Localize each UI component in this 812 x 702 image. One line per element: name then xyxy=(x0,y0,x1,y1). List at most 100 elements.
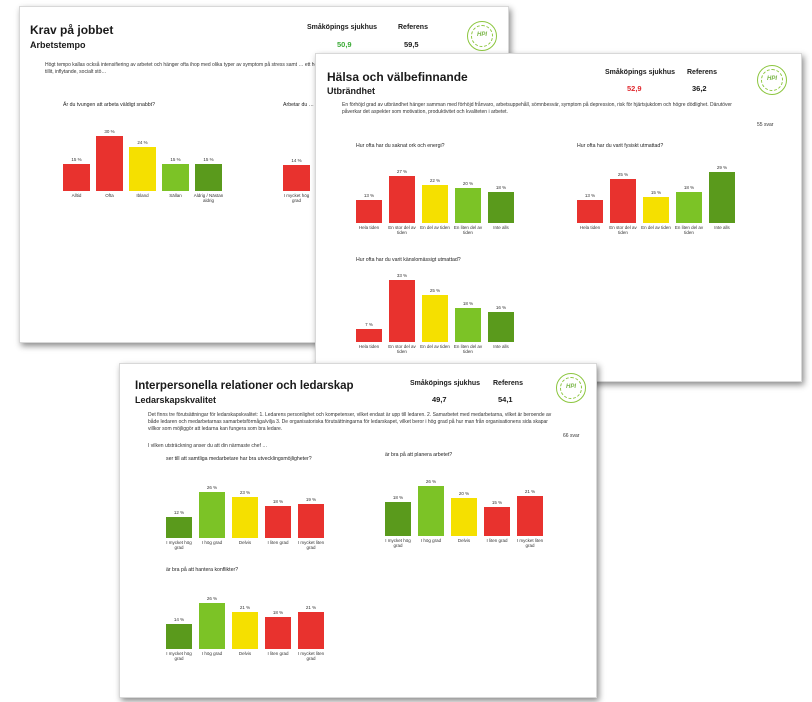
chart-bar xyxy=(265,506,291,538)
chart-bar xyxy=(195,163,222,191)
chart-category-label: I hög grad xyxy=(201,540,223,545)
chart-bar xyxy=(610,179,636,223)
chart-value-label: 19 % xyxy=(305,497,317,503)
chart-value-label: 24 % xyxy=(137,140,148,146)
chart-bar xyxy=(517,495,543,536)
chart-value-label: 20 % xyxy=(462,181,474,187)
chart-bar xyxy=(356,328,382,342)
ref-score: 36,2 xyxy=(692,84,707,93)
chart-question: är bra på att planera arbetet? xyxy=(385,452,453,458)
chart-bar xyxy=(418,486,444,536)
bar-chart-kanslomassigt-utmattad: Hur ofta har du varit känslomässigt utma… xyxy=(356,257,526,357)
page-subtitle: Utbrändhet xyxy=(327,86,375,96)
org-score: 52,9 xyxy=(627,84,642,93)
chart-value-label: 30 % xyxy=(104,129,115,135)
chart-plot-area: 14 % I mycket hög grad xyxy=(283,119,310,203)
org-label: Småköpings sjukhus xyxy=(410,380,481,387)
chart-bar xyxy=(63,163,90,191)
chart-category-label: I liten grad xyxy=(486,538,508,543)
chart-category-label: En del av tiden xyxy=(641,225,671,230)
chart-category-label: I mycket hög grad xyxy=(166,651,192,662)
chart-plot-area: 13 % Hela tiden 25 % En stor del av tiden 15… xyxy=(577,154,735,235)
chart-bar xyxy=(129,147,156,191)
chart-bar xyxy=(422,184,448,223)
chart-question: Arbetar du … xyxy=(283,102,314,108)
ref-label: Referens xyxy=(687,69,717,76)
org-score: 49,7 xyxy=(432,395,447,404)
bar-chart-saknat-ork: Hur ofta har du saknat ork och energi? 13… xyxy=(356,143,526,238)
response-count: 66 svar xyxy=(563,433,580,439)
chart-question: ser till att samtliga medarbetare har br… xyxy=(166,456,312,462)
chart-category-label: I liten grad xyxy=(267,540,289,545)
section-description: En förhöjd grad av utbrändhet hänger sam… xyxy=(342,102,732,115)
chart-category-label: Hela tiden xyxy=(358,344,380,349)
ref-score: 54,1 xyxy=(498,395,513,404)
bar-chart-arbetar-du: Arbetar du … 14 % I mycket hög grad xyxy=(283,102,343,212)
chart-value-label: 18 % xyxy=(462,301,474,307)
org-label: Småköpings sjukhus xyxy=(307,24,378,31)
org-label: Småköpings sjukhus xyxy=(605,69,676,76)
bar-chart-planera-arbetet: är bra på att planera arbetet? 18 % I myck… xyxy=(385,452,555,552)
report-page-halsa: Hälsa och välbefinnande Utbrändhet Småkö… xyxy=(315,53,802,382)
chart-bar xyxy=(389,279,415,342)
chart-category-label: Ofta xyxy=(105,193,114,198)
chart-category-label: Inte alls xyxy=(493,225,509,230)
chart-bar xyxy=(162,163,189,191)
chart-value-label: 18 % xyxy=(392,494,404,500)
chart-bar xyxy=(166,516,192,538)
section-description: Det finns tre förutsättningar för ledars… xyxy=(148,412,552,432)
hpi-logo: HPI xyxy=(467,21,497,51)
response-count: 55 svar xyxy=(757,122,774,128)
page-subtitle: Ledarskapskvalitet xyxy=(135,395,217,405)
chart-bar xyxy=(577,200,603,223)
chart-category-label: I hög grad xyxy=(201,651,223,656)
chart-value-label: 25 % xyxy=(617,172,629,178)
page-subtitle: Arbetstempo xyxy=(30,40,86,50)
chart-category-label: I mycket liten grad xyxy=(516,538,544,549)
org-score: 50,9 xyxy=(337,40,352,49)
chart-value-label: 7 % xyxy=(365,321,373,327)
chart-category-label: Inte alls xyxy=(493,344,509,349)
chart-bar xyxy=(422,294,448,342)
chart-bar xyxy=(283,165,310,191)
chart-bar xyxy=(643,196,669,223)
chart-value-label: 27 % xyxy=(396,168,408,174)
hpi-logo: HPI xyxy=(556,373,586,403)
chart-value-label: 15 % xyxy=(203,156,214,162)
chart-value-label: 21 % xyxy=(524,488,536,494)
chart-category-label: En liten del av tiden xyxy=(453,225,483,236)
page-title: Krav på jobbet xyxy=(30,23,114,37)
report-page-ledarskap: Interpersonella relationer och ledarskap… xyxy=(119,363,597,698)
chart-category-label: I mycket hög grad xyxy=(283,193,310,204)
chart-value-label: 22 % xyxy=(429,177,441,183)
chart-value-label: 18 % xyxy=(683,184,695,190)
chart-value-label: 15 % xyxy=(650,189,662,195)
chart-category-label: En stor del av tiden xyxy=(388,225,416,236)
chart-value-label: 15 % xyxy=(170,156,181,162)
chart-bar xyxy=(488,311,514,342)
chart-category-label: En stor del av tiden xyxy=(609,225,637,236)
chart-bar xyxy=(709,172,735,223)
chart-category-label: En liten del av tiden xyxy=(453,344,483,355)
chart-value-label: 20 % xyxy=(458,490,470,496)
chart-value-label: 18 % xyxy=(495,184,507,190)
chart-bar xyxy=(199,602,225,649)
chart-category-label: I mycket hög grad xyxy=(385,538,411,549)
chart-question: Hur ofta har du saknat ork och energi? xyxy=(356,143,445,149)
chart-category-label: En del av tiden xyxy=(420,344,450,349)
bar-chart-utvecklingsmojligheter: ser till att samtliga medarbetare har br… xyxy=(166,456,336,553)
chart-plot-area: 12 % I mycket hög grad 26 % I hög grad 23 % D… xyxy=(166,468,324,550)
chart-value-label: 21 % xyxy=(305,604,317,610)
bar-chart-hantera-konflikter: är bra på att hantera konflikter? 14 % I m… xyxy=(166,567,336,664)
chart-bar xyxy=(298,611,324,649)
chart-question: Hur ofta har du varit fysiskt utmattad? xyxy=(577,143,664,149)
ref-label: Referens xyxy=(398,24,428,31)
bar-chart-arbeta-snabbt: Är du tvungen att arbeta väldigt snabbt?… xyxy=(63,102,238,212)
chart-value-label: 13 % xyxy=(584,193,596,199)
page-title: Interpersonella relationer och ledarskap xyxy=(135,380,354,392)
chart-category-label: I mycket liten grad xyxy=(297,651,325,662)
chart-category-label: Delvis xyxy=(457,538,471,543)
chart-bar xyxy=(385,501,411,536)
chart-plot-area: 14 % I mycket hög grad 26 % I hög grad 21 % D… xyxy=(166,579,324,661)
chart-value-label: 18 % xyxy=(272,610,284,616)
